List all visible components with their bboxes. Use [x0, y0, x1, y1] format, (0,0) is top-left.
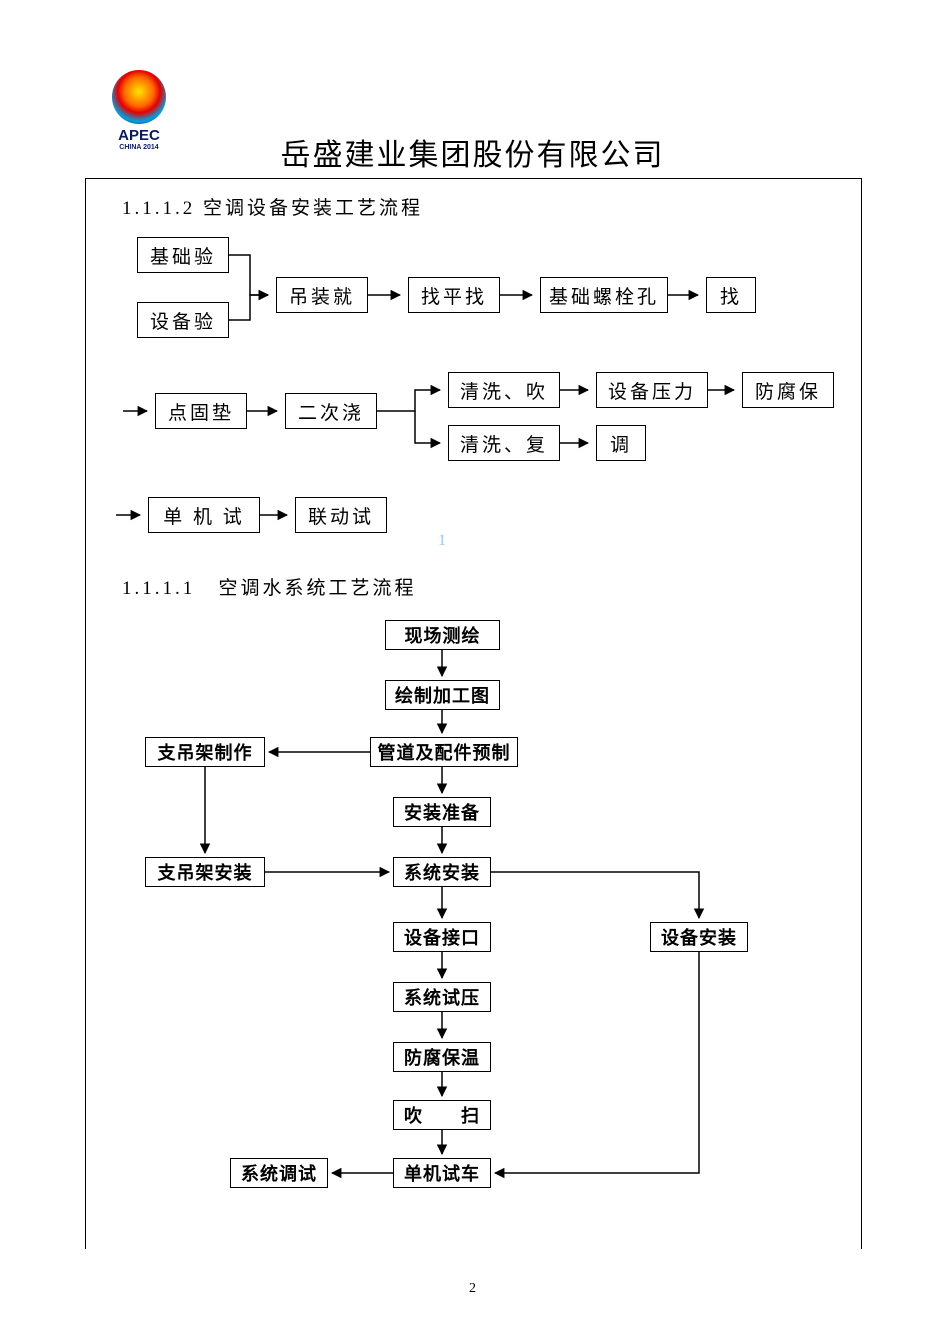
- section2-heading: 1.1.1.1 空调水系统工艺流程: [122, 573, 417, 600]
- flow-node-n14: 单 机 试: [148, 497, 260, 533]
- flow-node-m5c: 设备安装: [650, 922, 748, 952]
- flow-node-m10b: 系统调试: [230, 1158, 328, 1188]
- flow-node-n10: 设备压力: [596, 372, 708, 408]
- flow-node-m1: 现场测绘: [385, 620, 500, 650]
- page-number: 2: [0, 1281, 945, 1297]
- flow-node-n15: 联动试: [295, 497, 387, 533]
- flow-node-m7: 系统试压: [393, 982, 491, 1012]
- flow-node-m5b: 支吊架安装: [145, 857, 265, 887]
- watermark-digit: 1: [438, 532, 446, 550]
- flow-node-n6: 找: [706, 277, 756, 313]
- flow-node-n9: 清洗、吹: [448, 372, 560, 408]
- flow-node-m4: 安装准备: [393, 797, 491, 827]
- flow-node-m8: 防腐保温: [393, 1042, 491, 1072]
- flow-node-m3b: 支吊架制作: [145, 737, 265, 767]
- flow-node-n13: 调: [596, 425, 646, 461]
- flow-node-m2: 绘制加工图: [385, 680, 500, 710]
- flow-node-n2: 设备验: [137, 302, 229, 338]
- flow-node-n11: 防腐保: [742, 372, 834, 408]
- logo-graphic: [112, 70, 166, 124]
- section2-number: 1.1.1.1: [122, 578, 195, 599]
- flow-node-n5: 基础螺栓孔: [540, 277, 668, 313]
- flow-node-m5: 系统安装: [393, 857, 491, 887]
- section1-number: 1.1.1.2: [122, 198, 195, 219]
- flow-node-n8: 二次浇: [285, 393, 377, 429]
- company-title: 岳盛建业集团股份有限公司: [0, 130, 945, 174]
- flow-node-n4: 找平找: [408, 277, 500, 313]
- section2-title: 空调水系统工艺流程: [219, 578, 417, 599]
- document-page: APEC CHINA 2014 岳盛建业集团股份有限公司 1.1.1.2 空调设…: [0, 0, 945, 1337]
- content-frame: [85, 178, 862, 1249]
- section1-heading: 1.1.1.2 空调设备安装工艺流程: [122, 193, 423, 220]
- flow-node-n12: 清洗、复: [448, 425, 560, 461]
- flow-node-n3: 吊装就: [276, 277, 368, 313]
- flow-node-m3: 管道及配件预制: [370, 737, 518, 767]
- flow-node-m6: 设备接口: [393, 922, 491, 952]
- flow-node-m9: 吹 扫: [393, 1100, 491, 1130]
- flow-node-n1: 基础验: [137, 237, 229, 273]
- flow-node-n7: 点固垫: [155, 393, 247, 429]
- section1-title: 空调设备安装工艺流程: [203, 198, 423, 219]
- flow-node-m10: 单机试车: [393, 1158, 491, 1188]
